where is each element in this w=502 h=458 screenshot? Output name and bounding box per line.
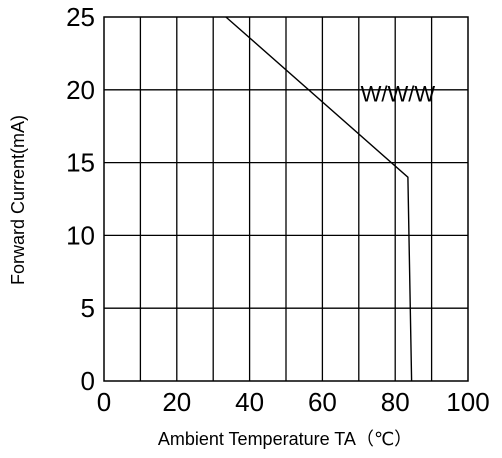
x-tick-label: 20 (162, 387, 191, 417)
x-tick-label: 60 (308, 387, 337, 417)
plot-frame (103, 16, 469, 382)
series-annotation-label: W/W/W (361, 81, 436, 106)
series-line (225, 16, 413, 382)
x-tick-label: 0 (97, 387, 111, 417)
x-tick-label: 40 (235, 387, 264, 417)
y-axis-label: Forward Current(mA) (8, 115, 28, 285)
y-tick-label: 10 (66, 220, 95, 250)
annotations: W/W/W (361, 81, 436, 106)
x-tick-label: 100 (446, 387, 489, 417)
x-tick-label: 80 (381, 387, 410, 417)
y-tick-label: 5 (81, 293, 95, 323)
series-layer (225, 16, 413, 382)
plot-border (103, 16, 469, 382)
y-tick-label: 0 (81, 366, 95, 396)
tick-labels: 0 20 40 60 80 100 0 5 10 15 20 25 (66, 2, 490, 417)
grid-layer (104, 17, 468, 381)
y-tick-label: 15 (66, 148, 95, 178)
y-tick-label: 20 (66, 75, 95, 105)
x-axis-label: Ambient Temperature TA（℃） (158, 429, 412, 449)
y-tick-label: 25 (66, 2, 95, 32)
